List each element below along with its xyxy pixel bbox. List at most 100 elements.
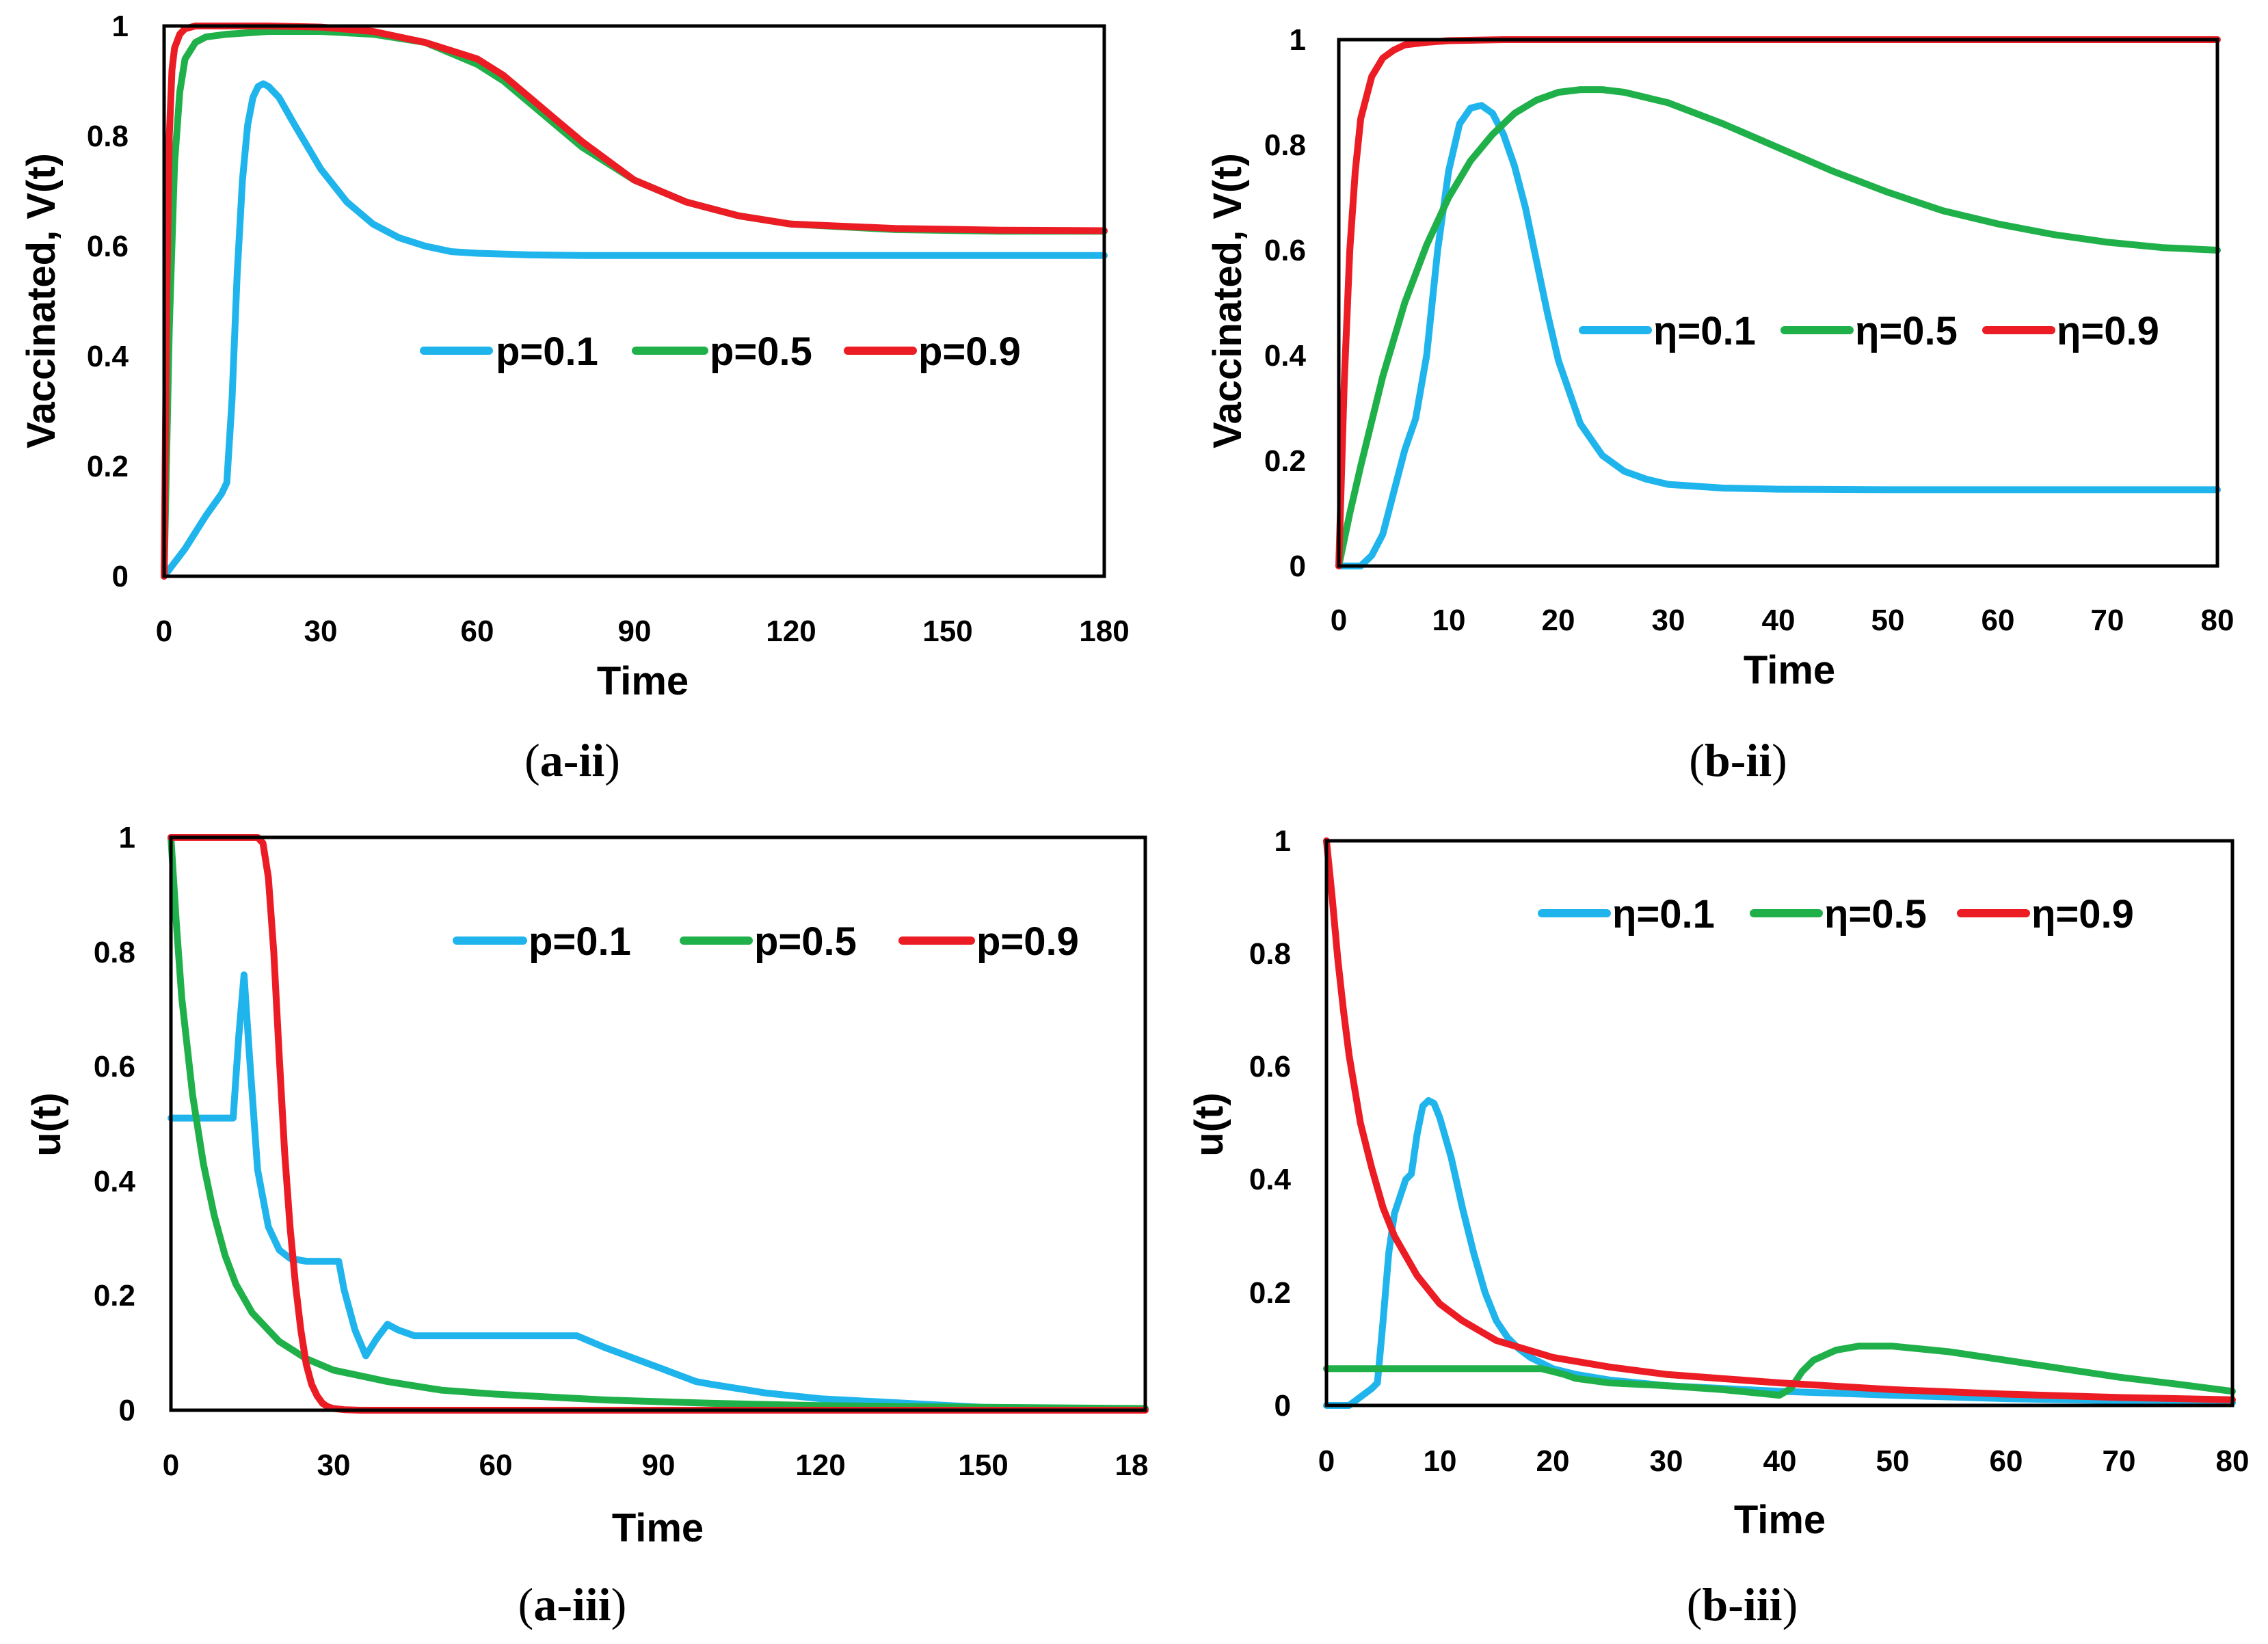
legend-label: η=0.5 <box>1855 309 1958 353</box>
y-axis-title: u(t) <box>25 1092 69 1156</box>
legend-label: p=0.1 <box>529 919 631 964</box>
y-tick-label: 0.4 <box>87 340 129 373</box>
x-axis-title: Time <box>612 1506 704 1550</box>
x-tick-labels: 0 30 60 90 120 150 180 <box>156 615 1130 648</box>
y-tick-label: 0.2 <box>94 1279 135 1312</box>
x-tick-label: 80 <box>2201 604 2234 637</box>
x-tick-label: 80 <box>2216 1444 2250 1478</box>
y-tick-label: 0 <box>112 560 129 593</box>
series-line-p=0.1 <box>168 971 1149 1413</box>
plot-area <box>1323 837 2236 1409</box>
x-tick-label: 40 <box>1763 1444 1797 1478</box>
y-tick-label: 0.8 <box>1264 129 1306 162</box>
series-line-η=0.1 <box>1323 1097 2236 1409</box>
x-tick-label: 60 <box>461 615 494 648</box>
legend-label: p=0.5 <box>710 329 812 374</box>
x-tick-label: 20 <box>1542 604 1575 637</box>
series-line-p=0.9 <box>161 23 1108 580</box>
y-tick-label: 0.2 <box>1249 1276 1291 1310</box>
y-axis-title: u(t) <box>1187 1092 1231 1156</box>
legend-label: p=0.9 <box>976 919 1079 964</box>
x-tick-labels: 0 10 20 30 40 50 60 70 80 <box>1318 1444 2250 1478</box>
y-tick-label: 0 <box>119 1394 135 1427</box>
panel-label: (a-iii) <box>518 1578 627 1630</box>
y-tick-label: 0.8 <box>87 120 129 153</box>
x-tick-label: 30 <box>1652 604 1685 637</box>
x-tick-label: 150 <box>958 1448 1008 1482</box>
x-tick-label: 150 <box>922 615 972 648</box>
x-tick-label: 0 <box>1318 1444 1335 1478</box>
y-axis-title: Vaccinated, V(t) <box>19 153 64 448</box>
x-tick-label: 18 <box>1115 1448 1149 1482</box>
panel-b-iii: 0 0.2 0.4 0.6 0.8 1 0 10 20 30 40 50 60 … <box>1187 824 2249 1630</box>
x-axis-title: Time <box>597 659 689 703</box>
x-tick-label: 0 <box>163 1448 179 1482</box>
panel-label: (b-ii) <box>1689 734 1787 786</box>
legend-label: p=0.1 <box>496 329 598 374</box>
x-axis-title: Time <box>1744 648 1835 692</box>
legend-label: η=0.1 <box>1612 892 1715 936</box>
y-tick-label: 0.6 <box>1264 234 1306 267</box>
legend-label: η=0.1 <box>1653 309 1756 353</box>
panel-label: (a-ii) <box>524 734 620 786</box>
legend-label: η=0.9 <box>2057 309 2159 353</box>
series-layer <box>161 23 1108 580</box>
series-line-η=0.5 <box>1335 86 2221 569</box>
plot-area <box>161 23 1108 580</box>
series-layer <box>1323 837 2236 1409</box>
legend: p=0.1 p=0.5 p=0.9 <box>420 329 1021 374</box>
x-tick-label: 90 <box>618 615 652 648</box>
plot-area <box>168 834 1149 1414</box>
series-line-p=0.5 <box>161 28 1108 580</box>
y-tick-labels: 0 0.2 0.4 0.6 0.8 1 <box>87 10 129 593</box>
x-tick-label: 120 <box>795 1448 845 1482</box>
legend: p=0.1 p=0.5 p=0.9 <box>453 919 1079 964</box>
y-tick-label: 0.6 <box>1249 1050 1291 1083</box>
legend-label: η=0.9 <box>2031 892 2134 936</box>
y-tick-label: 0.6 <box>87 230 129 263</box>
y-tick-label: 0.2 <box>87 450 129 483</box>
y-tick-labels: 0 0.2 0.4 0.6 0.8 1 <box>94 821 136 1427</box>
series-line-p=0.5 <box>168 834 1149 1412</box>
y-axis-title: Vaccinated, V(t) <box>1205 153 1250 448</box>
x-tick-label: 70 <box>2103 1444 2136 1478</box>
x-tick-label: 10 <box>1432 604 1466 637</box>
x-tick-label: 60 <box>1982 604 2015 637</box>
panel-a-iii: 0 0.2 0.4 0.6 0.8 1 0 30 60 90 120 150 1… <box>25 821 1149 1630</box>
x-tick-label: 50 <box>1876 1444 1910 1478</box>
series-line-η=0.1 <box>1335 102 2221 569</box>
legend-label: η=0.5 <box>1824 892 1927 936</box>
plot-frame <box>1337 38 2219 568</box>
y-tick-label: 0.6 <box>94 1050 135 1083</box>
y-tick-label: 0 <box>1290 550 1306 583</box>
y-tick-label: 0 <box>1275 1389 1291 1423</box>
x-tick-label: 0 <box>156 615 172 648</box>
x-tick-label: 60 <box>479 1448 513 1482</box>
x-tick-label: 70 <box>2091 604 2124 637</box>
y-tick-label: 1 <box>1275 824 1291 858</box>
y-tick-label: 0.4 <box>1249 1163 1292 1196</box>
x-tick-label: 50 <box>1871 604 1905 637</box>
plot-frame <box>162 24 1106 578</box>
x-tick-label: 40 <box>1762 604 1796 637</box>
y-tick-label: 0.8 <box>94 936 135 969</box>
plot-frame <box>1324 839 2234 1407</box>
y-tick-label: 1 <box>112 10 129 43</box>
x-tick-label: 0 <box>1331 604 1347 637</box>
x-tick-label: 120 <box>766 615 816 648</box>
x-tick-label: 20 <box>1536 1444 1570 1478</box>
y-tick-label: 0.4 <box>94 1165 136 1198</box>
x-axis-title: Time <box>1734 1498 1826 1542</box>
y-tick-labels: 0 0.2 0.4 0.6 0.8 1 <box>1264 23 1307 583</box>
legend: η=0.1 η=0.5 η=0.9 <box>1538 892 2134 936</box>
x-tick-label: 10 <box>1424 1444 1457 1478</box>
y-tick-label: 1 <box>119 821 135 854</box>
plot-frame <box>169 835 1147 1412</box>
panel-label: (b-iii) <box>1687 1578 1798 1630</box>
panel-b-ii: 0 0.2 0.4 0.6 0.8 1 0 10 20 30 40 50 60 … <box>1205 23 2234 786</box>
legend: η=0.1 η=0.5 η=0.9 <box>1579 309 2159 353</box>
y-tick-labels: 0 0.2 0.4 0.6 0.8 1 <box>1249 824 1292 1423</box>
x-tick-labels: 0 30 60 90 120 150 18 <box>163 1448 1149 1482</box>
y-tick-label: 1 <box>1290 23 1306 57</box>
